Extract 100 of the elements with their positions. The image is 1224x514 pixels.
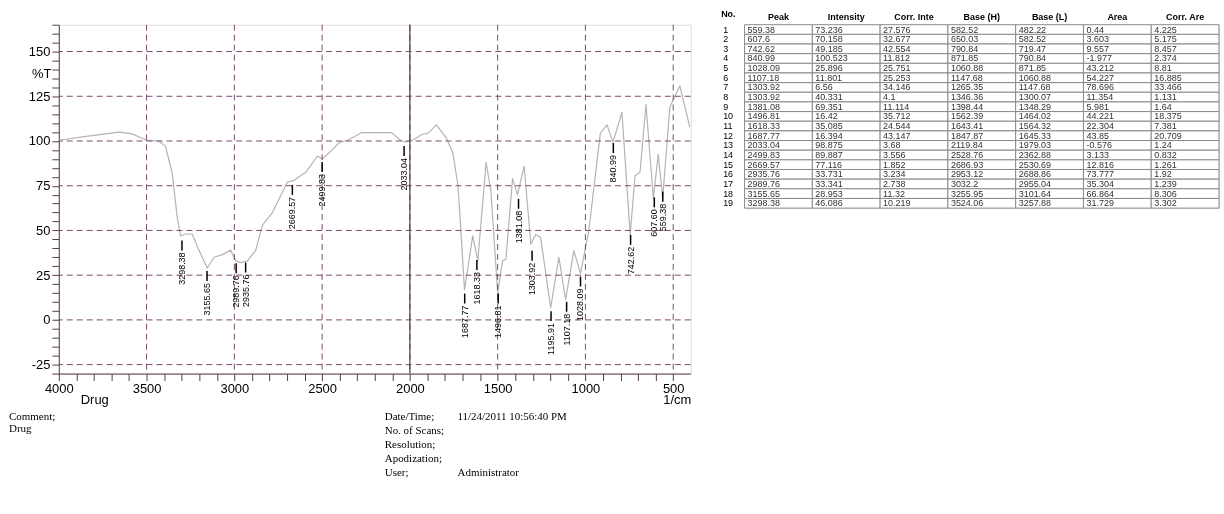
data-label: 2362.88	[1018, 150, 1052, 161]
annotation: 3155.65	[202, 283, 213, 316]
data-label: 35.085	[815, 121, 843, 132]
data-label: 66.864	[1086, 188, 1114, 199]
data-label: 2.374	[1154, 53, 1177, 64]
data-label: 1496.81	[747, 111, 780, 122]
data-label: 46.086	[815, 198, 843, 209]
x-tick-label: 4000	[44, 381, 74, 397]
data-label: 0.44	[1086, 24, 1104, 35]
y-axis-title: No.	[721, 9, 736, 20]
data-label: 1618.33	[747, 121, 780, 132]
annotation: 840.99	[608, 155, 619, 183]
y-tick-label: 100	[28, 133, 51, 149]
data-label: 16.885	[1154, 72, 1182, 83]
x-tick-label: Intensity	[827, 12, 865, 23]
annotation: 1618.33	[471, 272, 482, 305]
data-label: 0.832	[1154, 150, 1177, 161]
annotation: 3298.38	[176, 252, 187, 285]
data-label: 1645.33	[1018, 130, 1052, 141]
data-label: 3.133	[1086, 150, 1109, 161]
data-label: 5.981	[1086, 101, 1109, 112]
x-tick-label: Peak	[767, 12, 789, 23]
data-label: 1847.87	[950, 130, 984, 141]
data-label: 78.696	[1086, 82, 1114, 93]
data-label: 70.158	[815, 34, 843, 45]
y-tick-label: 75	[35, 178, 51, 194]
data-label: 5.175	[1154, 34, 1177, 45]
data-label: 25.253	[883, 72, 911, 83]
text: Administrator	[457, 466, 520, 479]
data-label: 44.221	[1086, 111, 1114, 122]
data-label: 11.114	[883, 101, 910, 112]
data-label: 10.219	[883, 198, 911, 209]
data-label: 24.544	[883, 121, 911, 132]
text: Resolution;	[384, 438, 436, 451]
data-label: 2669.57	[747, 159, 780, 170]
data-label: 8.457	[1154, 43, 1177, 54]
data-label: 6.56	[815, 82, 833, 93]
data-label: 871.85	[1018, 63, 1047, 74]
annotation: 2989.76	[231, 275, 242, 308]
data-label: 35.712	[883, 111, 911, 122]
data-label: 54.227	[1086, 72, 1114, 83]
y-tick-label: 8	[723, 92, 729, 103]
data-label: 2119.84	[950, 140, 983, 151]
data-label: 3524.06	[950, 198, 984, 209]
data-label: 742.62	[747, 43, 775, 54]
data-label: 35.304	[1086, 178, 1114, 189]
data-label: 33.731	[815, 169, 843, 180]
y-tick-label: 15	[723, 159, 734, 170]
x-tick-label: 3500	[132, 381, 162, 397]
data-label: 3032.2	[950, 178, 979, 189]
y-tick-label: 12	[723, 130, 734, 141]
data-label: 43.147	[883, 130, 911, 141]
text: User;	[384, 466, 409, 479]
data-label: 8.306	[1154, 188, 1177, 199]
data-label: 582.52	[950, 24, 979, 35]
data-label: 40.331	[815, 92, 843, 103]
data-label: 2.738	[883, 178, 906, 189]
annotation: 607.60	[649, 209, 660, 237]
data-label: 11.32	[883, 188, 905, 199]
data-label: 3155.65	[747, 188, 780, 199]
data-label: 3.603	[1086, 34, 1109, 45]
data-label: 1643.41	[950, 121, 984, 132]
annotation: 2669.57	[287, 196, 298, 230]
data-label: 43.85	[1086, 130, 1109, 141]
annotation: 559.38	[657, 203, 668, 232]
y-tick-label: 125	[28, 88, 51, 104]
annotation: 1107.18	[561, 313, 572, 346]
data-label: 1564.32	[1018, 121, 1052, 132]
data-label: 77.116	[815, 159, 843, 170]
data-label: 3255.95	[950, 188, 984, 199]
data-label: 1060.88	[1018, 72, 1052, 83]
data-label: 1.239	[1154, 178, 1177, 189]
data-label: 1265.35	[950, 82, 984, 93]
y-tick-label: 150	[28, 44, 51, 60]
data-label: 100.523	[815, 53, 848, 64]
data-label: 25.751	[883, 63, 911, 74]
x-tick-label: 2500	[308, 381, 337, 397]
data-label: 11.801	[815, 72, 843, 83]
data-label: -1.977	[1086, 53, 1112, 64]
data-label: 22.304	[1086, 121, 1114, 132]
data-label: 1687.77	[747, 130, 780, 141]
y-tick-label: 16	[723, 169, 734, 180]
data-label: 1.131	[1154, 92, 1177, 103]
data-label: 1398.44	[950, 101, 984, 112]
x-tick-label: Base (L)	[1031, 12, 1068, 23]
data-label: 89.887	[815, 150, 843, 161]
data-label: 607.6	[747, 34, 771, 45]
data-label: 2935.76	[747, 169, 780, 180]
data-label: 2953.12	[950, 169, 984, 180]
annotation: 2935.76	[240, 274, 251, 307]
data-label: 32.677	[883, 34, 911, 45]
data-label: 1346.36	[950, 92, 984, 103]
data-label: 43.212	[1086, 63, 1114, 74]
data-label: 2530.69	[1018, 159, 1052, 170]
text: Drug	[80, 392, 109, 408]
x-tick-label: 3000	[220, 381, 250, 397]
data-label: -0.576	[1086, 140, 1112, 151]
data-label: 3.234	[883, 169, 906, 180]
annotation: 1381.08	[513, 210, 524, 244]
data-label: 69.351	[815, 101, 843, 112]
